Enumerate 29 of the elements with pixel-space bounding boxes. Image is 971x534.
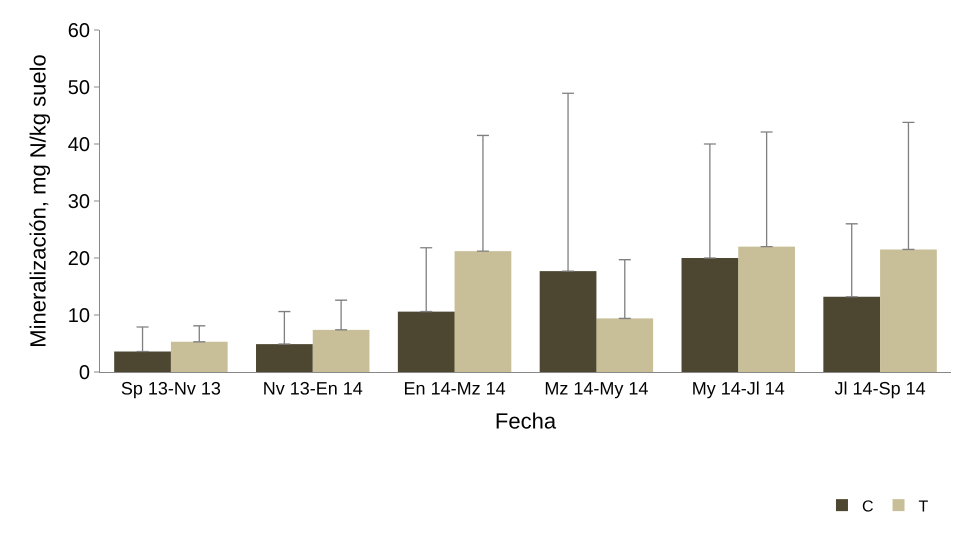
bar bbox=[256, 344, 313, 372]
y-tick-label: 0 bbox=[78, 362, 90, 384]
y-tick-label: 30 bbox=[68, 191, 90, 213]
x-tick-label: Sp 13-Nv 13 bbox=[120, 378, 221, 399]
x-tick-label: Mz 14-My 14 bbox=[544, 378, 648, 399]
legend-label: T bbox=[918, 498, 929, 516]
y-tick-label: 50 bbox=[68, 77, 90, 99]
y-tick-label: 20 bbox=[68, 248, 90, 270]
bar bbox=[540, 271, 596, 372]
y-axis-title: Mineralización, mg N/kg suelo bbox=[26, 54, 51, 348]
x-axis-title: Fecha bbox=[494, 408, 557, 434]
x-tick-label: My 14-Jl 14 bbox=[692, 378, 785, 399]
legend-label: C bbox=[862, 498, 874, 516]
bar bbox=[454, 251, 512, 372]
bar bbox=[738, 246, 795, 372]
x-tick-label: Jl 14-Sp 14 bbox=[834, 378, 926, 399]
y-tick-label: 40 bbox=[68, 134, 90, 156]
x-tick-label: Nv 13-En 14 bbox=[262, 378, 363, 399]
y-tick-label: 10 bbox=[68, 305, 90, 327]
y-tick-label: 60 bbox=[68, 20, 90, 42]
bar bbox=[398, 312, 455, 372]
bar bbox=[114, 351, 171, 372]
x-tick-label: En 14-Mz 14 bbox=[404, 378, 506, 399]
bar bbox=[312, 330, 370, 372]
bar bbox=[596, 318, 654, 372]
bar bbox=[682, 258, 738, 372]
bar bbox=[880, 249, 937, 372]
bar bbox=[823, 296, 880, 372]
bar bbox=[170, 342, 228, 372]
